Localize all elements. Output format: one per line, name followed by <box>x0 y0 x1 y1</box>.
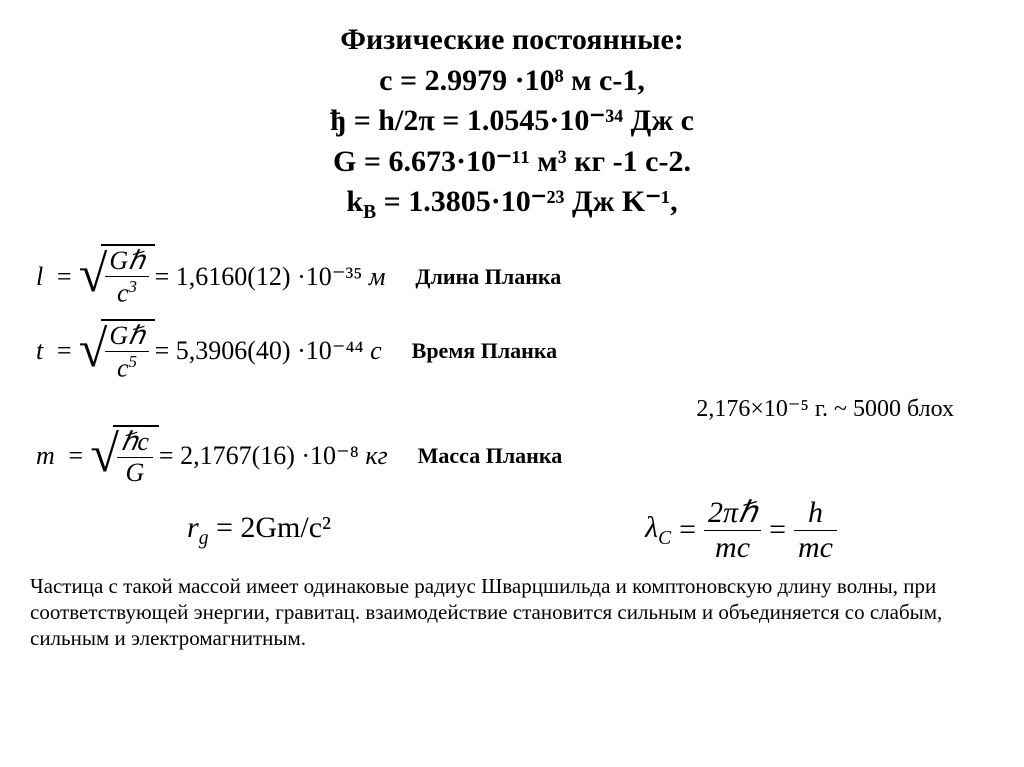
sqrt-den: c5 <box>105 352 148 382</box>
sqrt-den: G <box>117 458 153 486</box>
equals-sign: = <box>61 441 91 471</box>
planck-length-symbol: l <box>30 262 49 292</box>
planck-mass-symbol: m <box>30 441 61 471</box>
planck-mass-sqrt: √ ℏc G <box>90 425 159 488</box>
sqrt-num: ℏc <box>117 429 153 458</box>
compton-formula: λC = 2πℏ mc = h mc <box>645 498 837 563</box>
kb-sub: B <box>363 202 376 223</box>
planck-length-label: Длина Планка <box>415 264 561 290</box>
equals-sign: = <box>49 262 79 292</box>
planck-mass-value: = 2,1767(16) ·10⁻⁸ кг <box>159 441 388 471</box>
kb-post: = 1.3805·10⁻²³ Дж K⁻¹, <box>376 185 677 218</box>
planck-time-sqrt: √ Gℏ c5 <box>79 319 155 384</box>
planck-length-sqrt: √ Gℏ c3 <box>79 244 155 309</box>
planck-mass-row: m = √ ℏc G = 2,1767(16) ·10⁻⁸ кг Масса П… <box>30 425 994 488</box>
sqrt-den: c3 <box>105 277 148 307</box>
sqrt-num: Gℏ <box>105 248 148 277</box>
planck-mass-label: Масса Планка <box>418 443 563 469</box>
header-title: Физические постоянные: <box>30 20 994 61</box>
equals-sign: = <box>49 336 79 366</box>
const-g: G = 6.673·10⁻¹¹ м³ кг -1 с-2. <box>30 142 994 183</box>
sqrt-icon: √ <box>79 245 108 304</box>
sqrt-icon: √ <box>79 320 108 379</box>
mass-note: 2,176×10⁻⁵ г. ~ 5000 блох <box>30 394 994 423</box>
const-kb: kB = 1.3805·10⁻²³ Дж K⁻¹, <box>30 182 994 226</box>
schwarzschild-formula: rg = 2Gm/c² <box>187 511 331 550</box>
kb-pre: k <box>346 185 363 218</box>
planck-time-symbol: t <box>30 336 49 366</box>
planck-length-row: l = √ Gℏ c3 = 1,6160(12) ·10⁻³⁵ м Длина … <box>30 244 994 309</box>
header-block: Физические постоянные: c = 2.9979 ·10⁸ м… <box>30 20 994 226</box>
footer-text: Частица с такой массой имеет одинаковые … <box>30 573 994 652</box>
planck-time-row: t = √ Gℏ c5 = 5,3906(40) ·10⁻⁴⁴ с Время … <box>30 319 994 384</box>
const-c: c = 2.9979 ·10⁸ м с-1, <box>30 61 994 102</box>
planck-length-value: = 1,6160(12) ·10⁻³⁵ м <box>155 262 386 292</box>
planck-time-label: Время Планка <box>412 338 558 364</box>
bottom-formulas: rg = 2Gm/c² λC = 2πℏ mc = h mc <box>30 498 994 563</box>
const-hbar: ђ = h/2π = 1.0545·10⁻³⁴ Дж с <box>30 101 994 142</box>
sqrt-icon: √ <box>90 425 119 484</box>
planck-time-value: = 5,3906(40) ·10⁻⁴⁴ с <box>155 336 382 366</box>
sqrt-num: Gℏ <box>105 323 148 352</box>
